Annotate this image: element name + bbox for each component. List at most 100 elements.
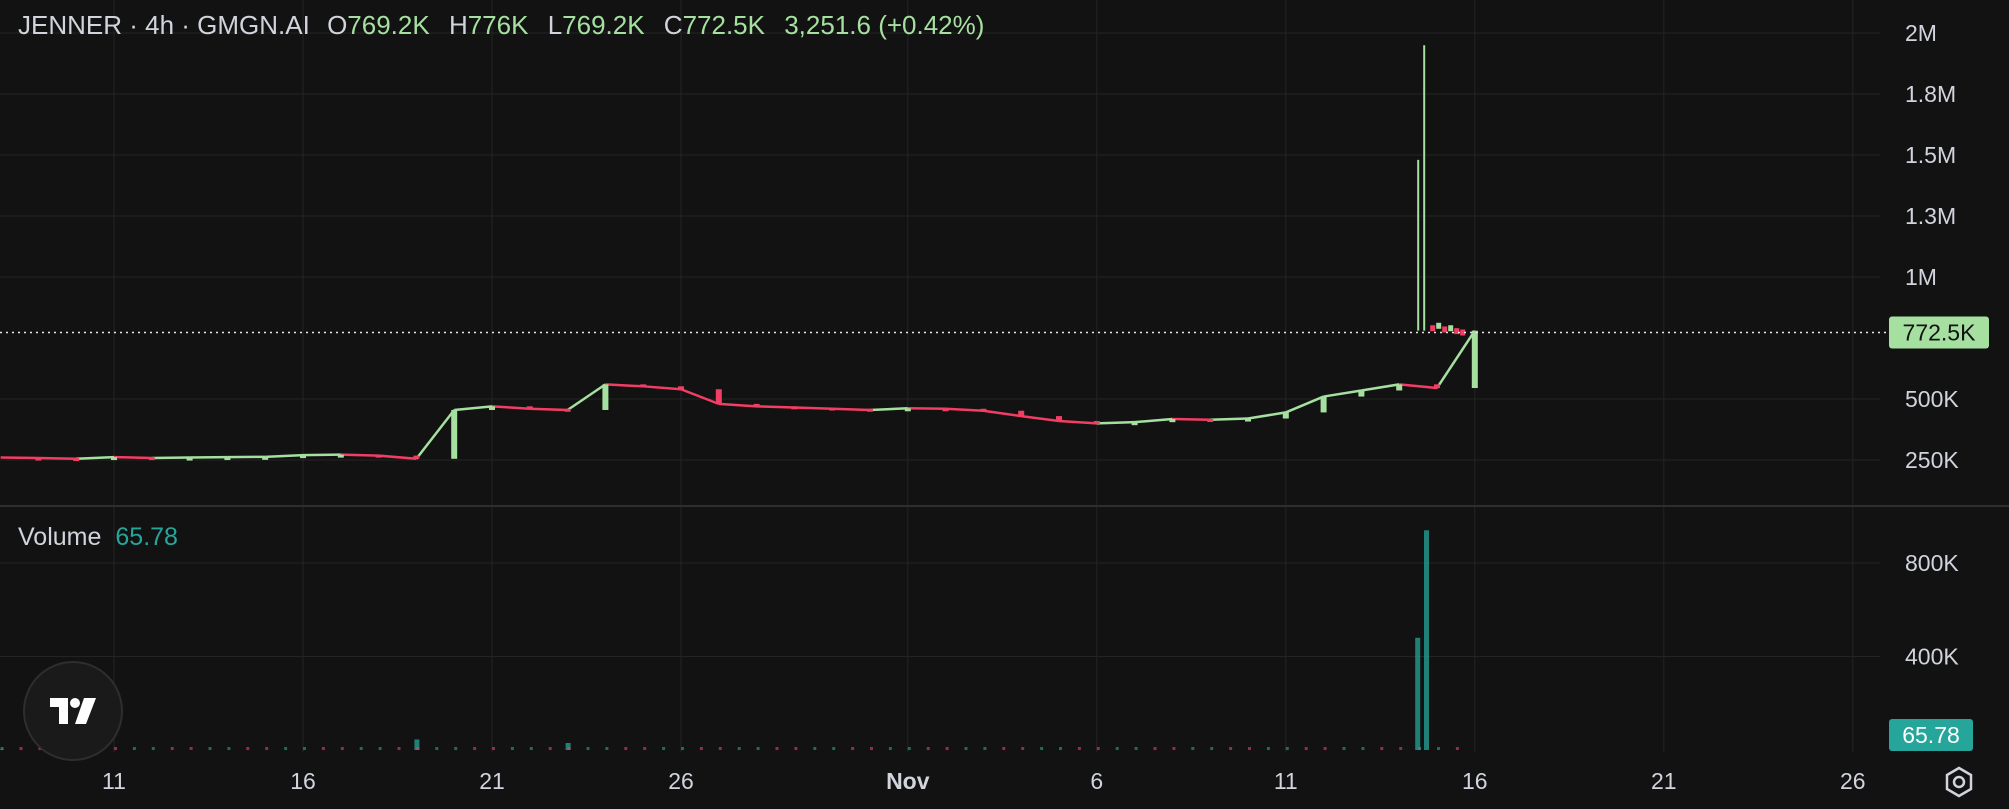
volume-bar — [548, 747, 552, 750]
price-segment — [1021, 414, 1060, 423]
high-value: 776K — [467, 10, 529, 40]
price-axis-label: 1.3M — [1905, 203, 1956, 229]
candle — [678, 386, 684, 390]
volume-bar — [756, 747, 760, 750]
close-value: 772.5K — [682, 10, 765, 40]
price-segment — [113, 455, 152, 460]
volume-bar — [945, 747, 949, 750]
price-series — [0, 329, 1476, 461]
candle — [1169, 419, 1176, 423]
candle — [111, 457, 117, 461]
volume-bar — [1342, 747, 1346, 750]
price-segment — [983, 409, 1022, 418]
price-segment — [378, 454, 417, 461]
candle — [1245, 418, 1251, 422]
price-segment — [415, 409, 456, 460]
candle — [564, 408, 571, 412]
time-axis-label: 6 — [1090, 768, 1103, 794]
volume-bar — [246, 747, 250, 750]
open-value: 769.2K — [347, 10, 430, 40]
candle — [1093, 420, 1100, 424]
tradingview-logo-icon[interactable] — [23, 661, 123, 761]
price-segment — [1247, 411, 1286, 420]
change-value: 3,251.6 (+0.42%) — [784, 10, 985, 40]
candle — [1207, 419, 1214, 423]
price-segment — [1134, 417, 1173, 424]
volume-bar — [473, 747, 477, 750]
candle — [148, 457, 155, 461]
price-axis-label: 1.8M — [1905, 81, 1956, 107]
volume-bar — [1361, 747, 1365, 750]
volume-bar — [1040, 747, 1044, 750]
volume-bar — [529, 747, 533, 750]
legend-header: JENNER · 4h · GMGN.AI O769.2K H776K L769… — [18, 10, 984, 41]
candle — [904, 408, 911, 412]
candle — [451, 409, 458, 459]
price-segment — [454, 405, 493, 412]
settings-hexagon-icon[interactable] — [1942, 765, 1976, 799]
volume-bar — [397, 747, 401, 750]
candle — [829, 407, 836, 411]
volume-bar — [605, 747, 609, 750]
price-segment — [643, 385, 682, 391]
candle — [1430, 325, 1436, 332]
volume-bar — [1415, 637, 1421, 750]
volume-bar — [624, 747, 628, 750]
time-axis-label: 26 — [1840, 768, 1866, 794]
volume-bar — [1191, 747, 1195, 750]
volume-tag-box — [1889, 719, 1973, 751]
price-segment — [340, 453, 379, 457]
volume-axis-label: 800K — [1905, 550, 1959, 576]
candle — [73, 458, 80, 462]
volume-tag: 65.78 — [1902, 722, 1960, 748]
volume-bar — [775, 747, 779, 750]
price-segment — [1361, 383, 1400, 392]
candle — [1448, 325, 1454, 332]
volume-bar — [586, 747, 590, 750]
candle — [1434, 384, 1440, 389]
volume-bar — [1059, 747, 1062, 750]
volume-bar — [1134, 747, 1138, 750]
price-segment — [605, 383, 644, 388]
grid — [0, 0, 1880, 752]
volume-bar — [321, 747, 325, 750]
price-segment — [1172, 417, 1211, 421]
volume-bar — [1285, 747, 1289, 750]
candle — [1358, 390, 1365, 397]
volume-bar — [565, 742, 571, 750]
time-axis-label: 21 — [1651, 768, 1677, 794]
volume-bar — [1021, 747, 1025, 750]
volume-bar — [1077, 747, 1081, 750]
volume-legend-value: 65.78 — [115, 523, 178, 551]
volume-bar — [435, 747, 439, 750]
volume-bar — [492, 747, 495, 750]
price-segment — [76, 455, 115, 461]
volume-bar — [189, 747, 193, 750]
candle — [526, 406, 533, 410]
time-axis-label: 16 — [290, 768, 316, 794]
time-axis-label: 11 — [102, 768, 126, 794]
volume-bar — [1455, 747, 1459, 750]
volume-bar — [794, 747, 798, 750]
candle — [1460, 329, 1466, 336]
volume-bar — [567, 747, 571, 750]
volume-bar — [1437, 747, 1440, 750]
candle — [224, 457, 231, 461]
price-segment — [1096, 420, 1135, 425]
time-axis-label: 26 — [668, 768, 694, 794]
candle — [640, 384, 647, 388]
volume-bar — [813, 747, 817, 750]
low-value: 769.2K — [562, 10, 645, 40]
volume-bar — [19, 747, 23, 750]
candles — [35, 45, 1478, 462]
volume-bar — [510, 747, 514, 750]
volume-bar — [1399, 747, 1403, 750]
price-segment — [945, 407, 984, 412]
volume-bar — [0, 747, 4, 750]
volume-label: Volume — [18, 523, 102, 551]
volume-bar — [454, 747, 458, 750]
volume-bar — [964, 747, 968, 750]
symbol-title[interactable]: JENNER · 4h · GMGN.AI — [18, 10, 310, 40]
